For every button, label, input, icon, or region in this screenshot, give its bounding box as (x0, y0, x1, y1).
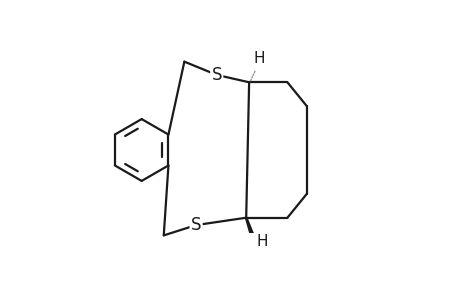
Text: S: S (190, 216, 201, 234)
Polygon shape (244, 218, 253, 233)
Text: S: S (211, 66, 222, 84)
Text: H: H (256, 234, 268, 249)
Text: H: H (253, 51, 265, 66)
